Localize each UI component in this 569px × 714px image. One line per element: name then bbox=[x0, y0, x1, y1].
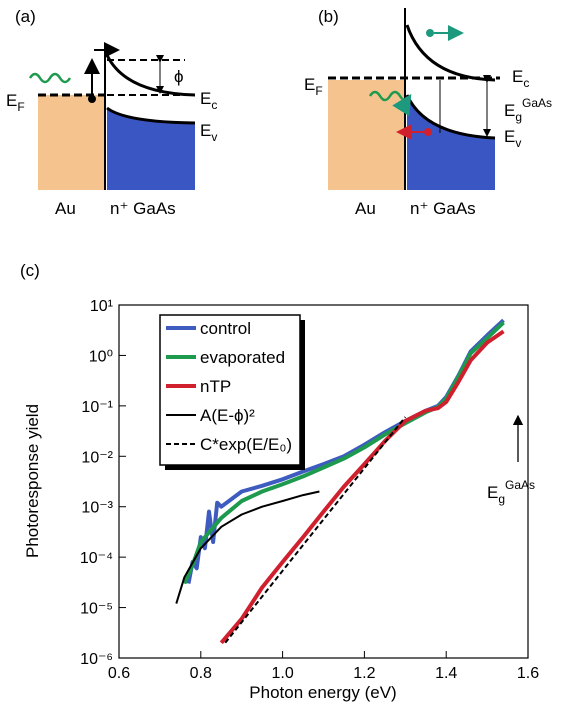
electron bbox=[426, 29, 434, 37]
label-main: E bbox=[200, 121, 211, 140]
conduction-band bbox=[105, 54, 196, 97]
fermi-label: EF bbox=[304, 75, 323, 98]
y-tick-label: 10⁻¹ bbox=[81, 399, 113, 416]
label-main: E bbox=[504, 101, 515, 120]
y-axis-label: Photoresponse yield bbox=[23, 404, 42, 558]
label-main: E bbox=[304, 75, 315, 94]
label-sub: v bbox=[211, 130, 217, 144]
label-main: E bbox=[487, 483, 498, 502]
legend-label: evaporated bbox=[200, 348, 285, 367]
label-main: E bbox=[512, 67, 523, 86]
semiconductor bbox=[407, 95, 495, 190]
metal bbox=[38, 95, 105, 190]
legend-label: C*exp(E/E₀) bbox=[200, 435, 292, 454]
x-tick-label: 1.0 bbox=[271, 665, 293, 682]
legend bbox=[159, 314, 301, 466]
semiconductor bbox=[107, 108, 195, 190]
x-tick-label: 0.8 bbox=[190, 665, 212, 682]
x-tick-label: 0.6 bbox=[108, 665, 130, 682]
plot: 0.6 0.8 1.0 1.2 1.4 1.6 10⁻⁶ 10⁻⁵ 10⁻⁴ 10⁻³ 10⁻² 10… bbox=[80, 298, 539, 682]
phi-label: ϕ bbox=[174, 67, 184, 86]
semiconductor-label: n⁺ GaAs bbox=[410, 199, 476, 218]
label-sub: v bbox=[515, 136, 521, 150]
electron bbox=[88, 95, 96, 103]
conduction-label: Ec bbox=[200, 89, 217, 112]
panel-a: (a) EF ϕ Ec Ev Au n⁺ GaAs bbox=[6, 7, 217, 218]
semiconductor-label: n⁺ GaAs bbox=[110, 199, 176, 218]
valence-label: Ev bbox=[504, 127, 521, 150]
y-tick-label: 10⁻² bbox=[81, 449, 113, 466]
photon bbox=[368, 90, 412, 117]
hole bbox=[424, 128, 432, 136]
label-sub: c bbox=[211, 98, 217, 112]
metal bbox=[328, 80, 405, 190]
panel-label: (c) bbox=[20, 261, 40, 280]
panel-label: (b) bbox=[318, 7, 339, 26]
gap-label: EgGaAs bbox=[504, 96, 552, 124]
fermi-label: EF bbox=[6, 91, 25, 114]
label-sub: g bbox=[498, 492, 505, 506]
series-line bbox=[224, 416, 407, 644]
annotation: EgGaAs bbox=[487, 478, 535, 506]
x-tick-label: 1.2 bbox=[353, 665, 375, 682]
legend-label: A(E-ϕ)² bbox=[200, 406, 255, 425]
valence-band bbox=[405, 94, 496, 140]
panel-label: (a) bbox=[15, 7, 36, 26]
y-tick-label: 10⁻⁵ bbox=[80, 601, 113, 618]
y-tick-label: 10⁻⁴ bbox=[80, 550, 113, 567]
label-sup: GaAs bbox=[505, 478, 535, 492]
metal-label: Au bbox=[355, 199, 376, 218]
y-tick-label: 10⁰ bbox=[89, 348, 113, 365]
y-tick-label: 10¹ bbox=[90, 298, 113, 315]
photon bbox=[28, 72, 72, 84]
x-axis-label: Photon energy (eV) bbox=[249, 683, 396, 702]
series-line bbox=[175, 490, 320, 604]
metal-label: Au bbox=[55, 199, 76, 218]
x-tick-label: 1.6 bbox=[517, 665, 539, 682]
series-line bbox=[182, 321, 505, 585]
label-sub: F bbox=[17, 100, 24, 114]
label-sup: GaAs bbox=[522, 96, 552, 110]
label-main: E bbox=[6, 91, 17, 110]
conduction-band bbox=[405, 24, 496, 82]
valence-band bbox=[106, 106, 196, 125]
y-tick-label: 10⁻⁶ bbox=[80, 651, 113, 668]
legend-label: nTP bbox=[200, 377, 231, 396]
legend-label: control bbox=[200, 319, 251, 338]
plot-frame bbox=[118, 304, 529, 659]
panel-b: (b) EF Ec EgGaAs Ev Au n⁺ GaAs bbox=[304, 7, 552, 218]
label-main: E bbox=[504, 127, 515, 146]
conduction-label: Ec bbox=[512, 67, 529, 90]
x-tick-label: 1.4 bbox=[435, 665, 457, 682]
valence-label: Ev bbox=[200, 121, 217, 144]
label-sub: g bbox=[515, 110, 522, 124]
label-main: E bbox=[200, 89, 211, 108]
y-tick-label: 10⁻³ bbox=[81, 500, 113, 517]
label-sub: c bbox=[523, 76, 529, 90]
label-sub: F bbox=[315, 84, 322, 98]
